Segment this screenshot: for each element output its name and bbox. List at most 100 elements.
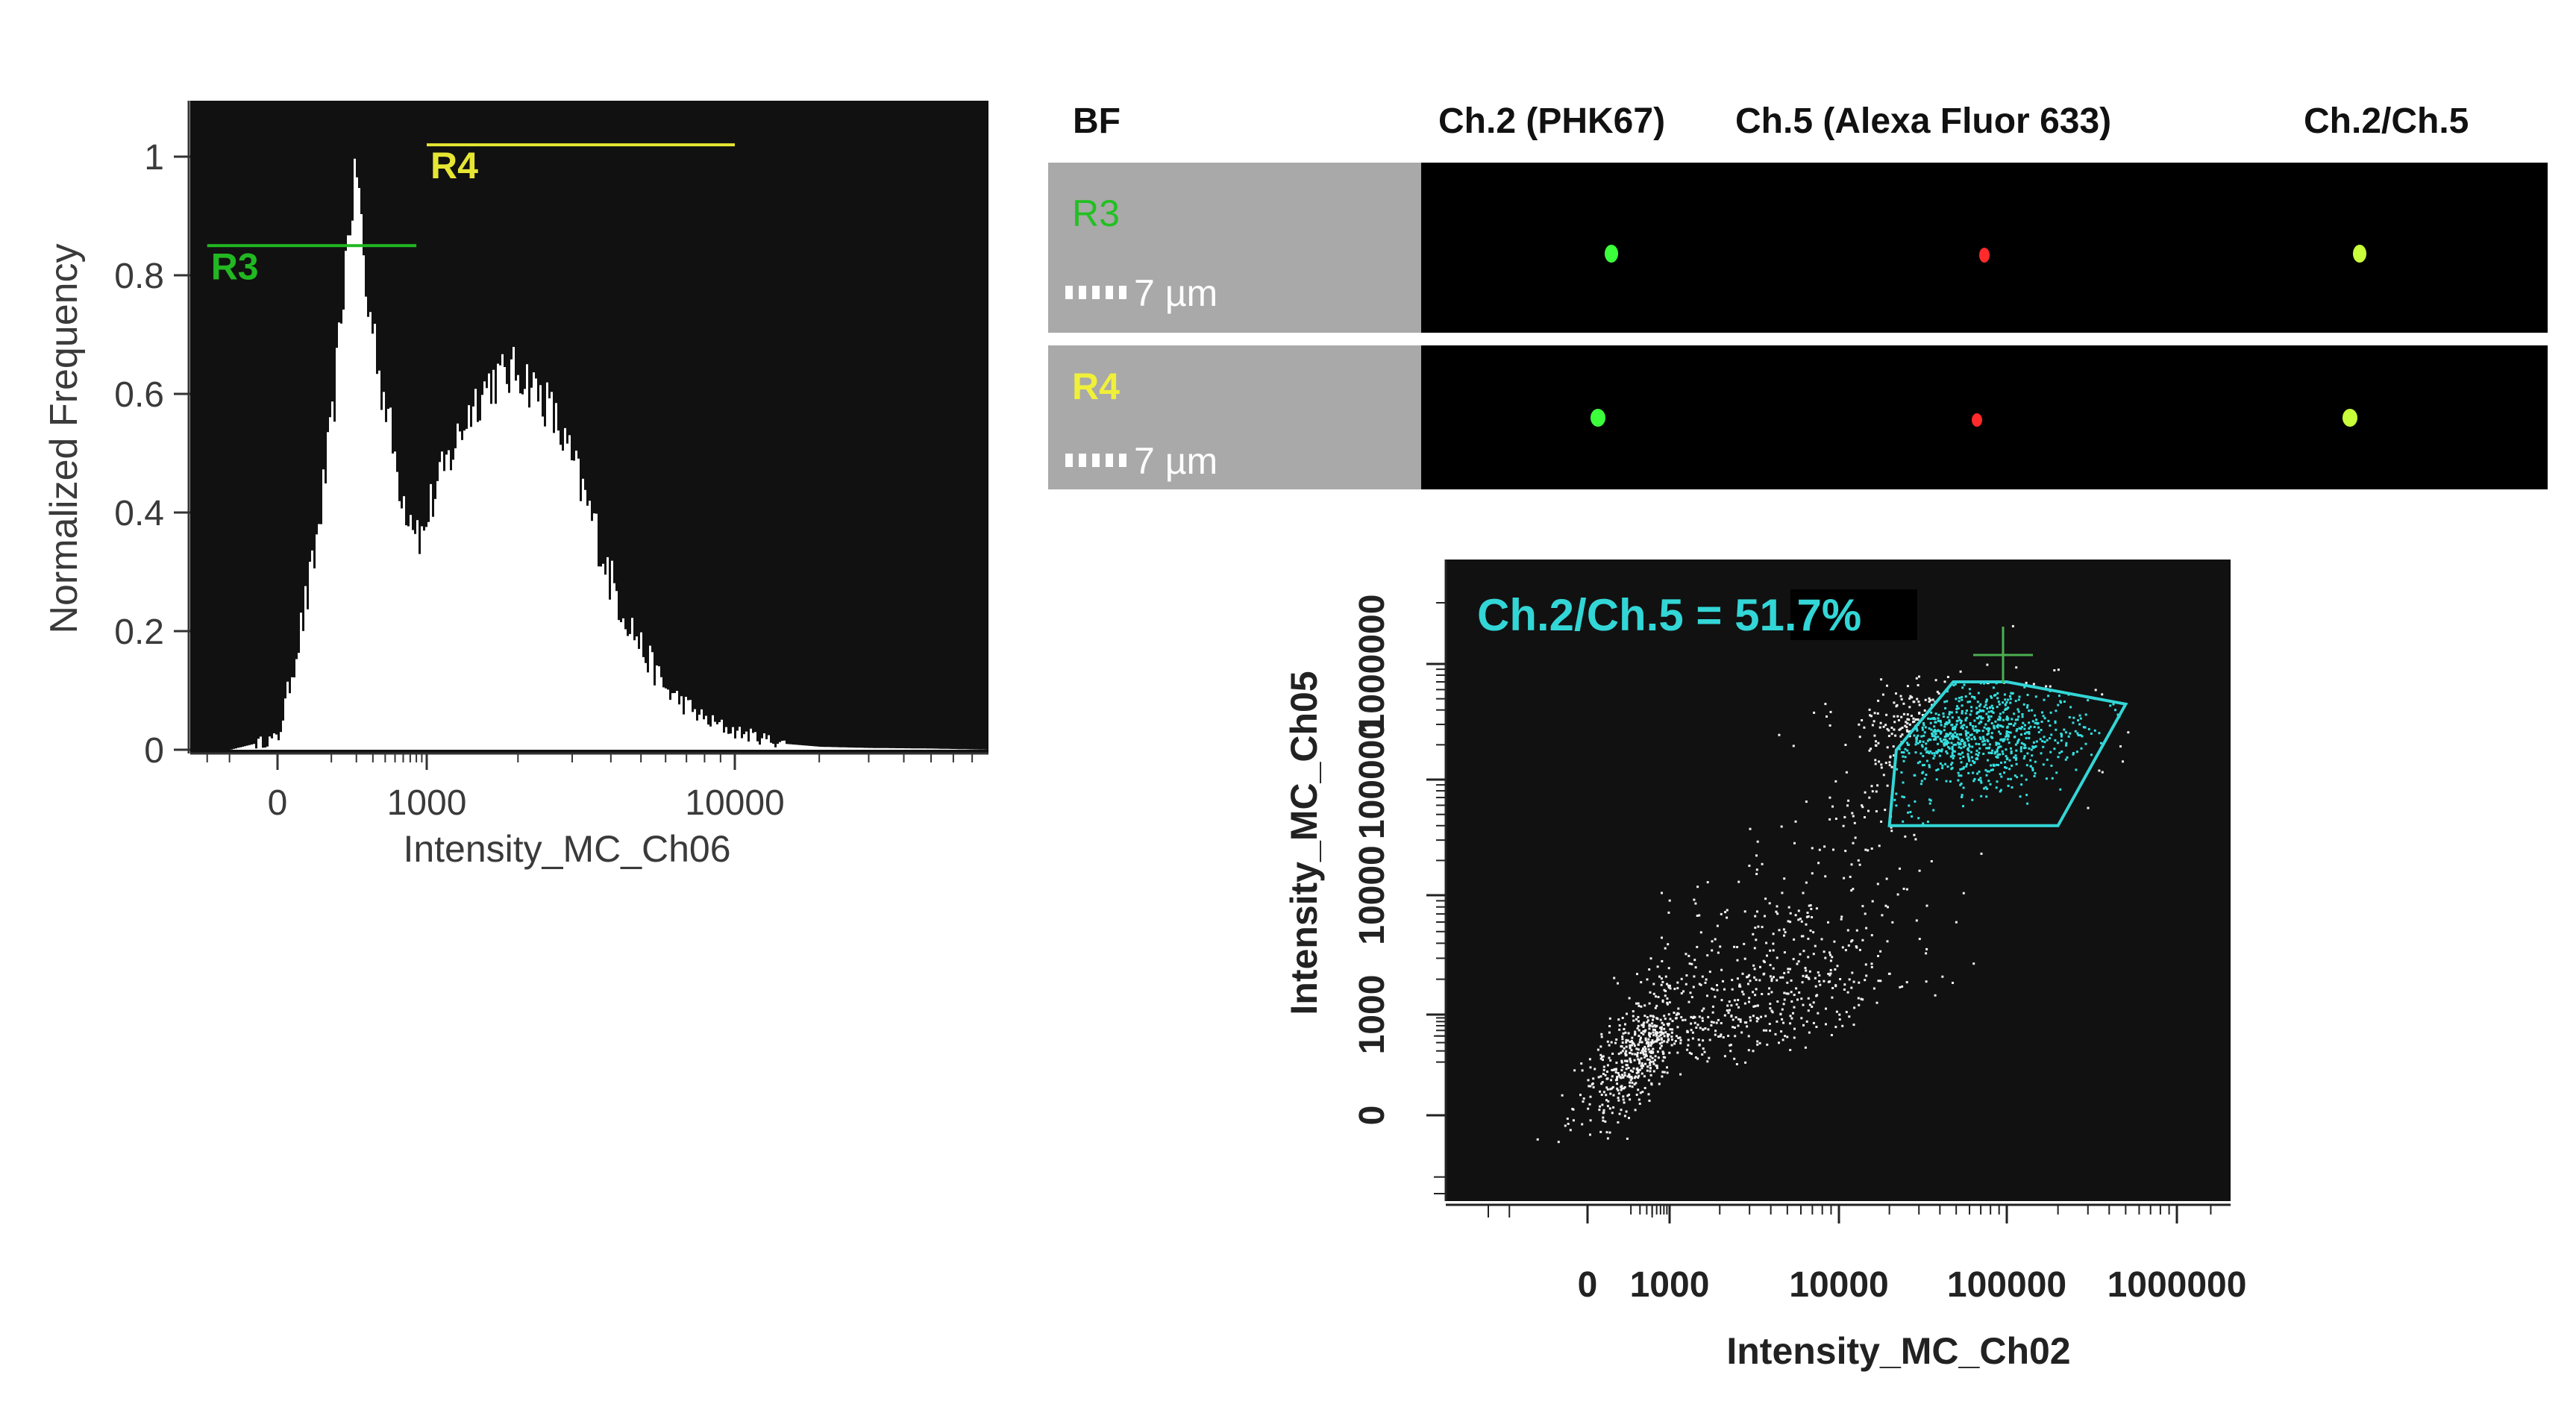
scatter-point: [1621, 1035, 1624, 1038]
scatter-point: [1786, 981, 1789, 984]
scatter-point: [1919, 760, 1921, 763]
scatter-point: [1890, 727, 1893, 729]
scatter-point: [1743, 1021, 1746, 1024]
scatter-point: [1935, 769, 1938, 771]
scatter-point: [1645, 1042, 1648, 1045]
scatter-point: [1814, 985, 1817, 988]
scatter-point: [1599, 1075, 1602, 1078]
scatter-point: [2075, 768, 2078, 771]
scatter-point: [2020, 774, 2023, 777]
scatter-point: [2003, 771, 2006, 774]
scatter-point: [1893, 701, 1896, 704]
scatter-point: [1962, 786, 1965, 789]
scatter-point: [1960, 747, 1963, 750]
scatter-point: [1664, 994, 1667, 997]
scatter-point: [2058, 751, 2061, 754]
scatter-point: [1602, 1055, 1605, 1058]
scatter-point: [2004, 766, 2006, 768]
scatter-point: [1823, 950, 1826, 953]
scatter-point: [1861, 938, 1864, 941]
scatter-point: [1990, 722, 1993, 724]
scatter-point: [2057, 703, 2060, 706]
scatter-point: [1982, 753, 1985, 755]
scatter-point: [1796, 998, 1799, 1001]
scatter-point: [1876, 784, 1879, 787]
scatter-point: [1945, 750, 1948, 753]
scatter-point: [1922, 724, 1925, 727]
scatter-point: [1789, 1049, 1792, 1051]
scatter-point: [1708, 1038, 1711, 1041]
scatter-point: [1959, 743, 1962, 746]
scatter-point: [1990, 736, 1993, 739]
scatter-point: [1623, 1059, 1626, 1062]
scatter-point: [1695, 1027, 1698, 1029]
scatter-point: [1743, 1002, 1746, 1005]
scatter-point: [1629, 1046, 1632, 1049]
scatter-point: [1802, 950, 1805, 953]
scatter-point: [1589, 1066, 1592, 1069]
scatter-point: [1940, 748, 1943, 751]
scatter-point: [1948, 713, 1951, 715]
scatter-point: [2061, 750, 2063, 753]
scatter-point: [1646, 1021, 1649, 1024]
scatter-point: [2049, 711, 2052, 714]
scatter-point: [1913, 701, 1916, 703]
scatter-point: [1638, 1068, 1641, 1071]
scatter-point: [1878, 760, 1881, 763]
scatter-point: [1635, 1082, 1638, 1085]
scatter-point: [1880, 763, 1883, 766]
scatter-point: [1620, 1059, 1623, 1062]
scatter-point: [1978, 715, 1981, 718]
scatter-point: [1893, 715, 1896, 718]
scatter-point: [1966, 737, 1969, 740]
scatter-point: [1698, 1043, 1701, 1046]
scatter-point: [1937, 717, 1940, 720]
scatter-point: [2034, 760, 2037, 763]
scatter-point: [1891, 921, 1894, 924]
scatter-point: [1908, 723, 1911, 726]
scatter-point: [2022, 721, 2025, 724]
scatter-point: [1979, 780, 1982, 783]
scatter-point: [1917, 718, 1920, 721]
scatter-point: [1962, 891, 1965, 894]
scatter-point: [1714, 1033, 1717, 1036]
scatter-point: [1737, 1006, 1740, 1009]
scatter-point: [1961, 724, 1964, 727]
scatter-point: [1962, 766, 1965, 769]
scatter-point: [1753, 947, 1756, 950]
scatter-point: [1858, 1003, 1861, 1006]
scatter-point: [1622, 1076, 1625, 1079]
scatter-point: [2028, 721, 2031, 724]
scatter-point: [1655, 1067, 1658, 1070]
scatter-point: [1954, 683, 1957, 686]
scatter-point: [2061, 733, 2063, 736]
scatter-point: [1604, 1121, 1607, 1123]
scatter-point: [2119, 745, 2122, 748]
scatter-point: [1772, 949, 1775, 952]
scatter-point: [2014, 743, 2017, 746]
scatter-point: [1737, 1018, 1740, 1021]
scatter-point: [1816, 994, 1819, 997]
scatter-point: [1900, 751, 1903, 753]
scatter-point: [2077, 719, 2079, 722]
scatter-point: [2010, 752, 2013, 755]
scatter-point: [1623, 1115, 1626, 1118]
scatter-point: [1636, 1053, 1638, 1056]
scatter-point: [1928, 765, 1931, 768]
scatter-point: [1605, 1099, 1608, 1102]
scatter-point: [1973, 738, 1976, 741]
scatter-point: [2013, 756, 2016, 759]
scatter-point: [1893, 754, 1896, 757]
scatter-point: [1702, 1028, 1705, 1031]
scatter-point: [1952, 684, 1955, 687]
scatter-point: [1694, 966, 1697, 969]
scatter-point: [1688, 962, 1691, 965]
scatter-point: [1642, 1025, 1645, 1028]
scatter-point: [1934, 718, 1937, 721]
scatter-point: [1629, 1069, 1632, 1072]
scatter-point: [1789, 968, 1791, 971]
scatter-point: [1925, 742, 1928, 745]
scatter-point: [1587, 1079, 1590, 1082]
scatter-point: [1794, 914, 1797, 917]
scatter-point: [1975, 717, 1978, 719]
